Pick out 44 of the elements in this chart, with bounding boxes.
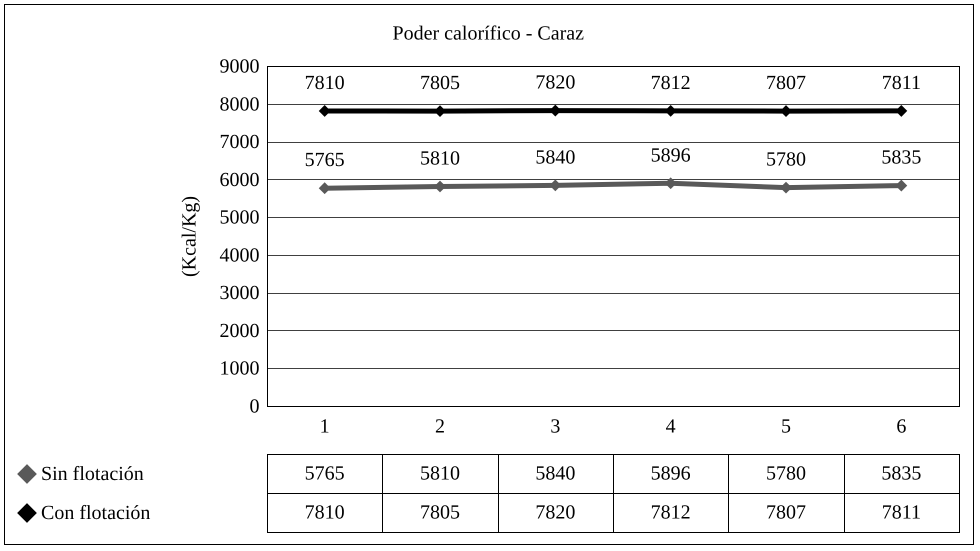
- x-tick-label: 1: [320, 416, 330, 438]
- text: 7807: [766, 72, 806, 94]
- data-label: 5780: [766, 462, 806, 484]
- data-label: 7812: [650, 502, 691, 524]
- y-tick-label: 1000: [220, 358, 260, 380]
- y-tick-label: 4000: [220, 244, 260, 266]
- data-label: 7807: [766, 502, 806, 524]
- chart-title: Poder calorífico - Caraz: [392, 22, 584, 44]
- text: 5840: [535, 146, 576, 168]
- text: 5835: [881, 146, 922, 169]
- data-label: 7805: [420, 502, 460, 524]
- y-tick-label: 5000: [220, 206, 260, 229]
- text: 7811: [882, 72, 921, 94]
- text: 7810: [304, 72, 345, 94]
- y-axis-title: (Kcal/Kg): [178, 196, 200, 278]
- y-tick-label: 0: [250, 396, 260, 418]
- y-tick-label: 2000: [220, 320, 260, 342]
- data-label: 7811: [882, 502, 921, 524]
- text: 7820: [535, 72, 576, 94]
- text: 7812: [650, 72, 691, 94]
- data-label: 7810: [304, 502, 345, 524]
- data-label: 5835: [881, 462, 922, 484]
- x-tick-label: 2: [435, 416, 445, 438]
- x-tick-label: 4: [666, 416, 676, 438]
- text: 7805: [420, 72, 460, 94]
- legend-label: Con flotación: [41, 502, 150, 524]
- x-tick-label: 3: [550, 416, 560, 438]
- text: 5780: [766, 148, 806, 171]
- data-label: 5896: [650, 462, 691, 484]
- data-label: 7820: [535, 502, 576, 524]
- x-tick-label: 6: [896, 416, 906, 438]
- y-tick-label: 7000: [220, 131, 260, 154]
- text: 5765: [304, 149, 345, 172]
- y-tick-label: 9000: [220, 56, 260, 78]
- data-label: 5840: [535, 462, 576, 484]
- x-tick-label: 5: [781, 416, 791, 438]
- text: 5810: [420, 148, 460, 170]
- data-label: 5810: [420, 462, 460, 484]
- y-tick-label: 3000: [220, 282, 260, 304]
- y-tick-label: 6000: [220, 168, 260, 191]
- text: 5896: [650, 144, 691, 166]
- legend-label: Sin flotación: [41, 463, 144, 485]
- y-tick-label: 8000: [220, 93, 260, 116]
- data-label: 5765: [304, 462, 345, 484]
